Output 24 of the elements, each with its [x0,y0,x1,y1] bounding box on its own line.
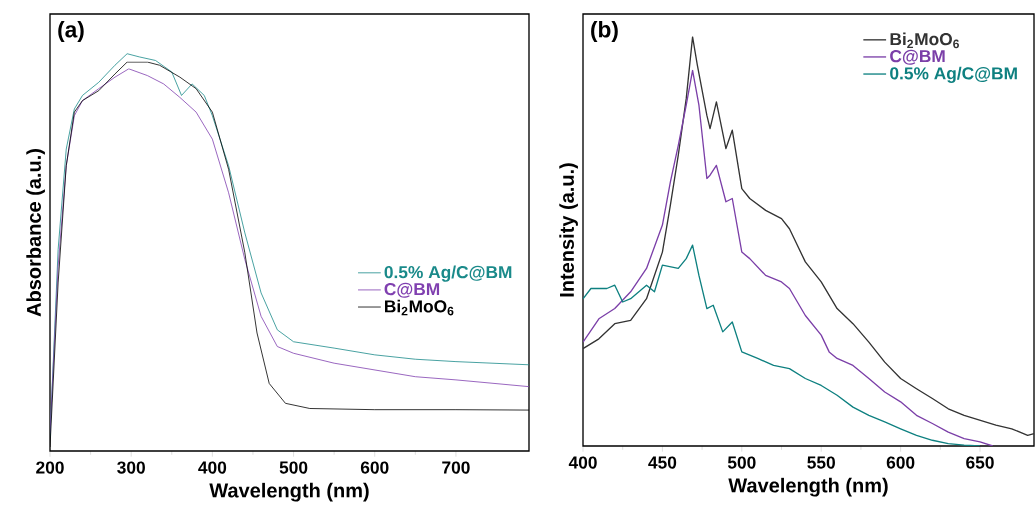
x-tick-label: 550 [807,456,835,469]
y-axis-title: Intensity (a.u.) [559,163,578,297]
legend-label: 0.5% Ag/C@BM [890,66,1017,83]
x-tick-label: 500 [727,456,756,469]
x-tick-label: 700 [442,461,470,474]
x-tick-label: 400 [198,461,227,474]
x-axis-title: Wavelength (nm) [209,482,369,502]
x-tick-label: 600 [886,456,915,469]
legend-label: C@BM [384,282,440,298]
x-tick-label: 600 [360,461,389,474]
x-tick-label: 450 [648,456,677,469]
x-tick-label: 300 [117,461,145,474]
x-tick-label: 500 [279,461,308,474]
legend-label: C@BM [890,49,945,65]
chart-title: (a) [58,20,84,43]
x-tick-label: 200 [36,461,64,474]
legend-label: Bi$_{2}$MoO$_{6}$ [385,299,454,316]
chart-title: (b) [591,20,618,42]
x-axis-title: Wavelength (nm) [728,477,888,497]
legend-label: Bi$_{2}$MoO$_{6}$ [890,32,959,49]
x-tick-label: 650 [966,456,994,469]
x-tick-label: 400 [568,456,597,469]
legend-label: 0.5% Ag/C@BM [384,265,512,282]
y-axis-title: Absorbance (a.u.) [26,149,45,317]
